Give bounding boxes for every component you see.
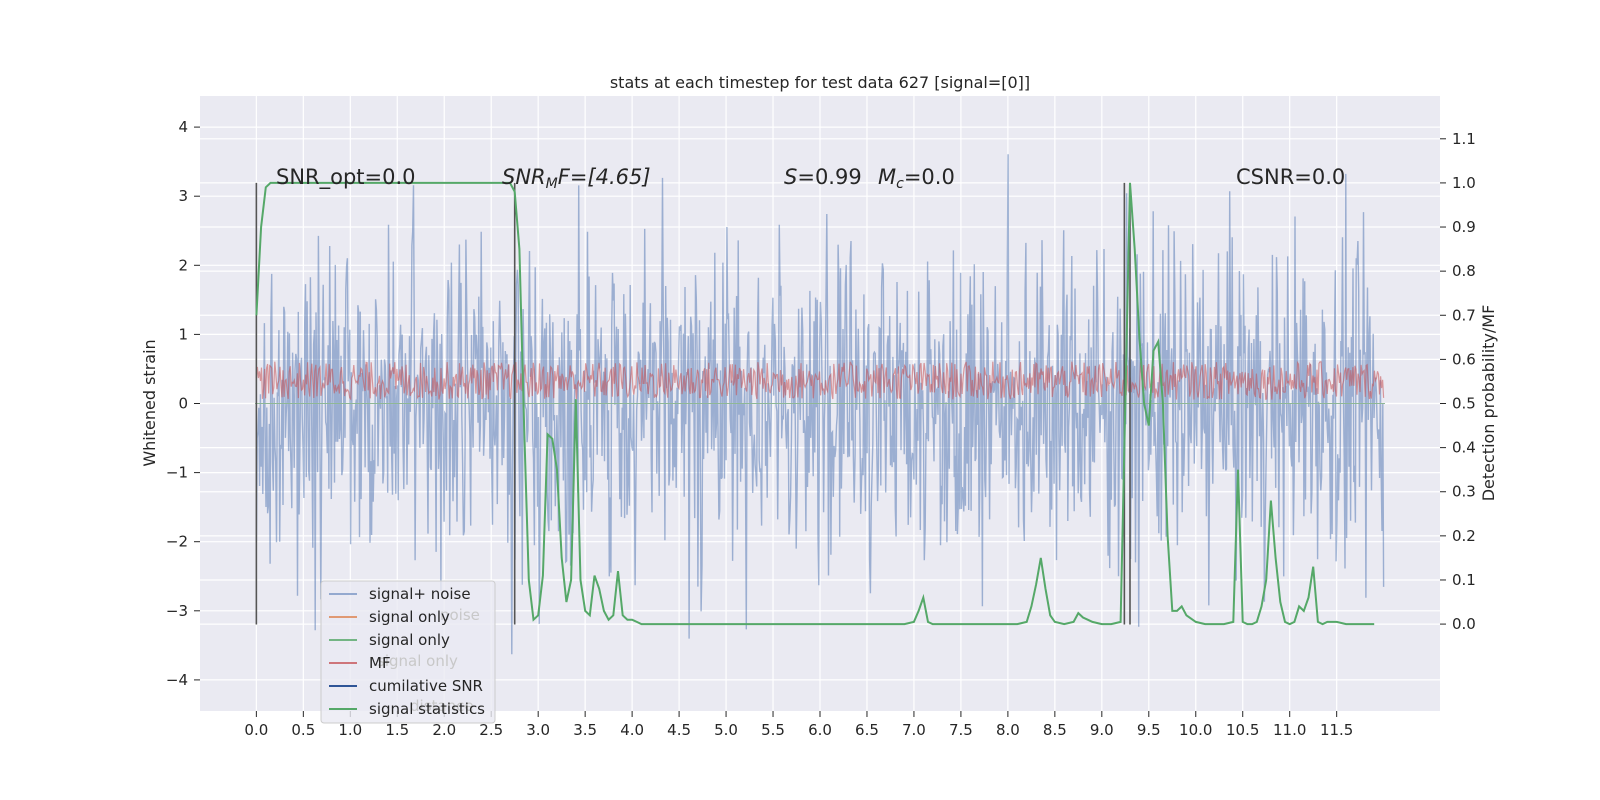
x-tick-label: 1.0 bbox=[338, 721, 362, 739]
legend-box bbox=[320, 580, 496, 724]
x-tick-label: 8.5 bbox=[1043, 721, 1067, 739]
x-tick-label: 5.5 bbox=[761, 721, 785, 739]
x-tick-label: 9.5 bbox=[1137, 721, 1161, 739]
legend-ghost-distance: distance bbox=[410, 697, 474, 715]
annotation-snr-opt: SNR_opt=0.0 bbox=[276, 165, 416, 190]
y-right-tick-label: 0.4 bbox=[1452, 439, 1476, 457]
legend-entry-signal-only-green: signal only bbox=[329, 631, 450, 649]
y-right-tick-label: 0.9 bbox=[1452, 218, 1476, 236]
legend-entry-mf: MF bbox=[329, 654, 391, 672]
y-right-tick-label: 0.6 bbox=[1452, 350, 1476, 368]
y-right-tick-label: 0.3 bbox=[1452, 483, 1476, 501]
legend: noise signal only distance signal+ noise… bbox=[320, 580, 496, 724]
x-tick-label: 10.5 bbox=[1226, 721, 1259, 739]
x-tick-label: 3.5 bbox=[573, 721, 597, 739]
y-tick-label: −4 bbox=[166, 671, 188, 689]
y-axis-label-right: Detection probability/MF bbox=[1479, 305, 1498, 502]
y-right-tick-label: 0.2 bbox=[1452, 527, 1476, 545]
signal-noise-series bbox=[255, 154, 1385, 655]
y-tick-label: 2 bbox=[178, 256, 188, 274]
y-right-tick-label: 0.7 bbox=[1452, 306, 1476, 324]
x-tick-label: 5.0 bbox=[714, 721, 738, 739]
x-tick-label: 2.5 bbox=[479, 721, 503, 739]
y-tick-label: 4 bbox=[178, 118, 188, 136]
x-tick-label: 0.0 bbox=[244, 721, 268, 739]
legend-entry-signal-noise: signal+ noise bbox=[329, 585, 471, 603]
y-axis-label-left: Whitened strain bbox=[140, 339, 159, 466]
svg-text:signal+ noise: signal+ noise bbox=[369, 585, 471, 603]
signal-statistics-line bbox=[255, 181, 1375, 626]
annotation-csnr: CSNR=0.0 bbox=[1236, 165, 1345, 189]
x-tick-label: 6.5 bbox=[855, 721, 879, 739]
mf-series bbox=[255, 360, 1385, 401]
svg-text:signal only: signal only bbox=[369, 631, 450, 649]
x-tick-label: 8.0 bbox=[996, 721, 1020, 739]
y-tick-label: 0 bbox=[178, 395, 188, 413]
svg-text:signal statistics: signal statistics bbox=[369, 700, 485, 718]
y-tick-label: −3 bbox=[166, 602, 188, 620]
signal-noise-line bbox=[255, 154, 1385, 655]
x-tick-label: 3.0 bbox=[526, 721, 550, 739]
y-right-tick-label: 0.8 bbox=[1452, 262, 1476, 280]
x-tick-label: 10.0 bbox=[1179, 721, 1212, 739]
annotation-snr-mf: SNRMF=[4.65] bbox=[502, 165, 651, 192]
x-tick-label: 11.5 bbox=[1320, 721, 1353, 739]
x-tick-label: 7.5 bbox=[949, 721, 973, 739]
signal-statistics-series bbox=[255, 181, 1375, 626]
x-tick-label: 7.0 bbox=[902, 721, 926, 739]
x-tick-label: 11.0 bbox=[1273, 721, 1306, 739]
axis-ticks: 0.0 0.5 1.0 1.5 2.0 2.5 3.0 3.5 4.0 4.5 5.0 5.5 6.0 6… bbox=[166, 118, 1476, 739]
y-tick-label: −2 bbox=[166, 533, 188, 551]
y-right-tick-label: 0.5 bbox=[1452, 395, 1476, 413]
y-right-tick-label: 1.0 bbox=[1452, 174, 1476, 192]
legend-ghost-noise: noise bbox=[440, 606, 480, 624]
x-tick-label: 6.0 bbox=[808, 721, 832, 739]
y-right-tick-label: 1.1 bbox=[1452, 130, 1476, 148]
y-right-tick-label: 0.1 bbox=[1452, 571, 1476, 589]
x-tick-label: 4.5 bbox=[667, 721, 691, 739]
x-tick-label: 4.0 bbox=[620, 721, 644, 739]
x-tick-label: 0.5 bbox=[291, 721, 315, 739]
y-tick-label: −1 bbox=[166, 464, 188, 482]
legend-entry-signal-only-orange: signal only bbox=[329, 608, 450, 626]
y-right-tick-label: 0.0 bbox=[1452, 615, 1476, 633]
legend-entry-cumilative-snr: cumilative SNR bbox=[329, 677, 483, 695]
y-tick-label: 1 bbox=[178, 325, 188, 343]
x-tick-label: 9.0 bbox=[1090, 721, 1114, 739]
x-tick-label: 2.0 bbox=[432, 721, 456, 739]
annotation-mc: Mc=0.0 bbox=[878, 165, 955, 192]
chart-title: stats at each timestep for test data 627… bbox=[610, 73, 1030, 92]
svg-text:cumilative SNR: cumilative SNR bbox=[369, 677, 483, 695]
y-tick-label: 3 bbox=[178, 187, 188, 205]
legend-entry-signal-statistics: signal statistics bbox=[329, 700, 485, 718]
x-tick-label: 1.5 bbox=[385, 721, 409, 739]
svg-text:MF: MF bbox=[369, 654, 391, 672]
annotation-s: S=0.99 bbox=[784, 165, 862, 189]
svg-text:signal only: signal only bbox=[369, 608, 450, 626]
legend-ghost-signal-only: signal only bbox=[377, 652, 458, 670]
mf-line bbox=[255, 360, 1385, 401]
